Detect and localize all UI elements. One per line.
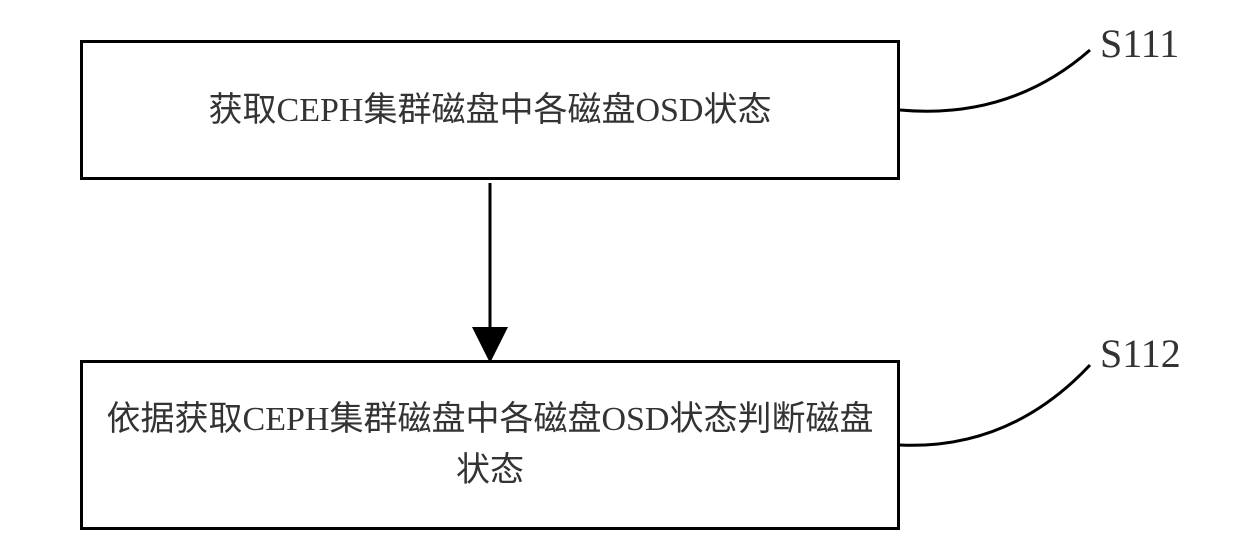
- flow-step-1-text: 获取CEPH集群磁盘中各磁盘OSD状态: [209, 85, 772, 136]
- step-label-2: S112: [1100, 330, 1181, 377]
- flow-step-1: 获取CEPH集群磁盘中各磁盘OSD状态: [80, 40, 900, 180]
- connector-2: [900, 365, 1090, 445]
- flow-step-2-text: 依据获取CEPH集群磁盘中各磁盘OSD状态判断磁盘状态: [103, 394, 877, 496]
- connector-1: [900, 50, 1090, 111]
- flow-step-2: 依据获取CEPH集群磁盘中各磁盘OSD状态判断磁盘状态: [80, 360, 900, 530]
- step-label-1: S111: [1100, 20, 1179, 67]
